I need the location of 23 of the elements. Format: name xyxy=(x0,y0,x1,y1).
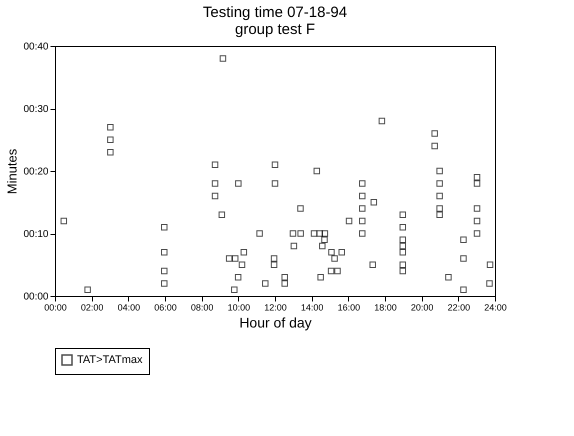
y-tick-label: 00:00 xyxy=(23,292,49,302)
x-tick-label: 08:00 xyxy=(190,302,214,312)
text: Testing time 07-18-94 xyxy=(202,4,348,21)
x-tick-label: 00:00 xyxy=(44,302,67,312)
x-tick-label: 16:00 xyxy=(338,302,360,312)
y-tick-label: 00:30 xyxy=(23,104,49,115)
x-tick-label: 18:00 xyxy=(374,302,397,312)
x-tick-label: 04:00 xyxy=(118,302,140,312)
x-axis-title: Hour of day xyxy=(239,314,312,330)
legend-label: TAT>TATmax xyxy=(77,354,143,366)
text: group test F xyxy=(234,21,316,38)
x-tick-label: 22:00 xyxy=(448,302,470,312)
x-tick-label: 14:00 xyxy=(300,302,324,312)
x-tick-label: 24:00 xyxy=(484,302,507,312)
x-tick-label: 12:00 xyxy=(264,302,287,312)
y-tick-label: 00:20 xyxy=(23,166,49,178)
y-tick-label: 00:10 xyxy=(23,229,49,240)
x-tick-label: 20:00 xyxy=(410,302,434,312)
x-tick-label: 06:00 xyxy=(154,302,177,312)
x-tick-label: 02:00 xyxy=(80,302,104,312)
y-axis-title: Minutes xyxy=(4,148,20,194)
y-tick-label: 00:40 xyxy=(23,42,49,52)
x-tick-label: 10:00 xyxy=(228,302,250,312)
